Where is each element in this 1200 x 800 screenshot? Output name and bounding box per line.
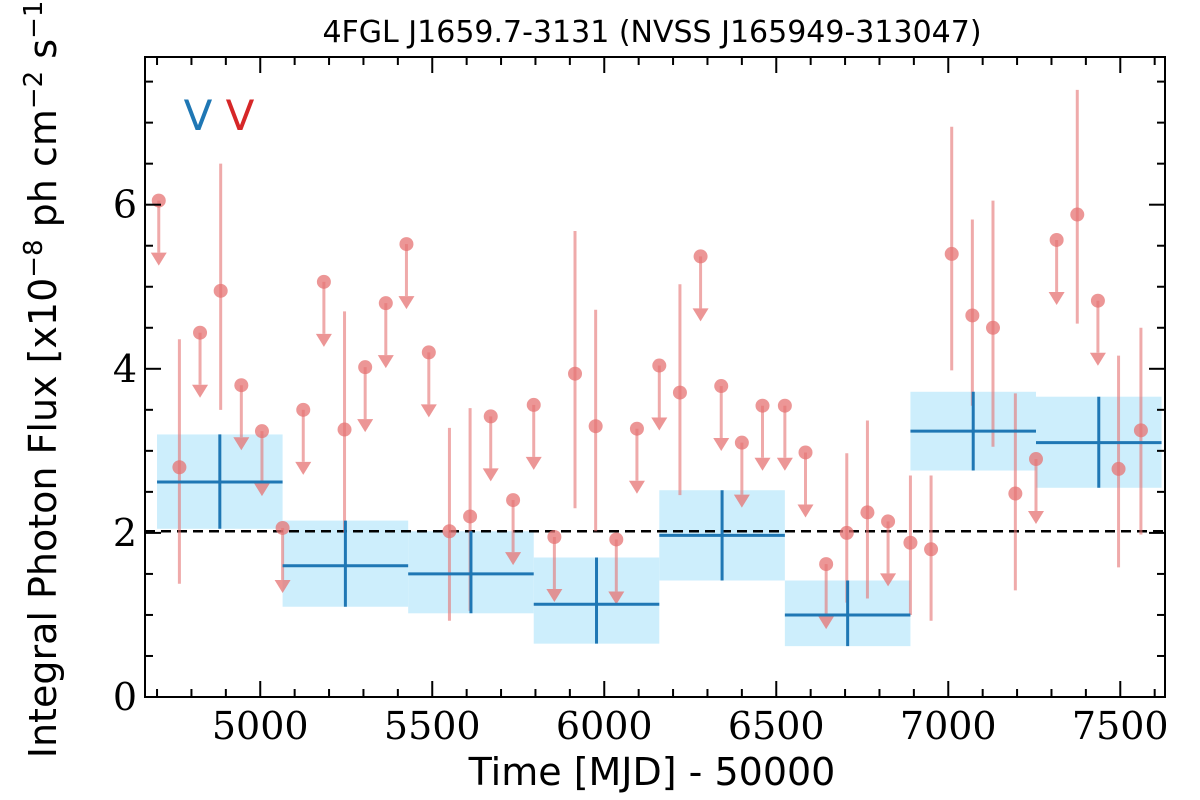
x-tick-label-2: 6000	[556, 704, 653, 748]
y-axis-label: Integral Photon Flux [x10−8 ph cm−2 s−1]	[19, 0, 65, 758]
detection-point-8	[839, 525, 854, 540]
x-tick-label-3: 6500	[728, 704, 825, 748]
upper-limit-head-18	[692, 308, 709, 322]
detection-point-5	[568, 366, 583, 381]
upper-limit-head-4	[274, 579, 291, 593]
upper-limit-head-24	[818, 616, 835, 630]
upper-limit-head-19	[713, 438, 730, 452]
x-tick-label-4: 7000	[900, 704, 997, 748]
detection-point-10	[903, 535, 918, 550]
upper-limit-point-5	[296, 402, 311, 417]
detection-point-7	[672, 385, 687, 400]
upper-limit-head-26	[1027, 511, 1044, 525]
detection-point-17	[1111, 461, 1126, 476]
upper-limit-point-24	[819, 557, 834, 572]
detection-point-16	[1070, 207, 1085, 222]
upper-limit-point-7	[358, 360, 373, 375]
upper-limit-point-12	[506, 493, 521, 508]
upper-limit-head-13	[525, 456, 542, 470]
upper-limit-head-14	[546, 589, 563, 602]
upper-limit-head-27	[1048, 291, 1065, 305]
detection-point-15	[1008, 486, 1023, 501]
upper-limit-point-18	[693, 249, 708, 264]
upper-limit-point-21	[755, 398, 770, 413]
upper-limit-head-7	[357, 419, 374, 433]
detection-point-1	[213, 283, 228, 298]
upper-limit-head-21	[754, 457, 771, 471]
upper-limit-point-27	[1049, 232, 1064, 247]
upper-limit-head-10	[420, 404, 437, 418]
y-tick-label-3: 6	[113, 183, 137, 227]
upper-limit-head-16	[628, 480, 645, 494]
x-tick-label-5: 7500	[1072, 704, 1169, 748]
upper-limit-point-19	[714, 379, 729, 394]
x-axis-label: Time [MJD] - 50000	[468, 750, 836, 794]
upper-limit-point-3	[254, 424, 269, 439]
upper-limit-point-1	[193, 325, 208, 340]
upper-limit-point-26	[1028, 452, 1043, 467]
upper-limit-point-4	[275, 520, 290, 535]
upper-limit-point-6	[316, 274, 331, 289]
plot-area: 5000 5500 6000 6500 7000 7500 0 2 4 6	[113, 56, 1169, 748]
chart-title: 4FGL J1659.7-3131 (NVSS J165949-313047)	[322, 15, 981, 50]
upper-limit-point-25	[881, 514, 896, 529]
detection-point-3	[442, 524, 457, 539]
plot-frame	[144, 56, 1166, 698]
detection-point-18	[1133, 423, 1148, 438]
upper-limit-point-17	[652, 358, 667, 373]
upper-limit-point-23	[798, 445, 813, 460]
x-tick-label-1: 5500	[384, 704, 481, 748]
upper-limit-head-12	[505, 552, 522, 566]
upper-limit-head-11	[482, 468, 499, 482]
detection-point-11	[924, 542, 939, 557]
y-tick-label-2: 4	[113, 347, 137, 391]
upper-limit-point-22	[777, 398, 792, 413]
upper-limit-point-28	[1090, 293, 1105, 308]
upper-limit-point-10	[421, 345, 436, 360]
upper-limit-head-1	[192, 384, 209, 398]
x-tick-label-0: 5000	[212, 704, 309, 748]
upper-limit-head-17	[651, 417, 668, 431]
detection-point-0	[172, 460, 187, 475]
upper-limit-point-9	[399, 237, 414, 252]
legend-marker-1: V	[226, 91, 255, 140]
detection-point-9	[860, 505, 875, 520]
upper-limit-head-0	[150, 252, 167, 266]
upper-limit-head-15	[608, 591, 625, 605]
y-tick-label-0: 0	[113, 675, 137, 719]
legend-marker-0: V	[184, 91, 213, 140]
y-tick-label-1: 2	[113, 511, 137, 555]
upper-limit-head-2	[233, 437, 250, 451]
upper-limit-point-8	[378, 296, 393, 311]
upper-limit-point-16	[629, 421, 644, 436]
upper-limit-head-5	[295, 461, 312, 475]
upper-limit-head-6	[315, 333, 332, 347]
detection-point-6	[588, 419, 603, 434]
detection-point-2	[337, 422, 352, 437]
upper-limit-point-11	[483, 409, 498, 424]
detection-point-14	[985, 320, 1000, 335]
upper-limit-head-25	[880, 573, 897, 587]
upper-limit-point-2	[234, 378, 249, 393]
upper-limit-head-22	[776, 457, 793, 471]
upper-limit-head-20	[733, 494, 750, 508]
detection-point-12	[944, 246, 959, 261]
upper-limit-head-9	[398, 296, 415, 310]
detection-point-4	[463, 509, 478, 524]
upper-limit-point-20	[734, 435, 749, 450]
upper-limit-point-13	[526, 397, 541, 412]
upper-limit-head-8	[377, 355, 394, 369]
upper-limit-head-23	[797, 504, 814, 518]
upper-limit-head-28	[1089, 352, 1106, 366]
upper-limit-point-15	[609, 532, 624, 547]
upper-limit-head-3	[253, 483, 270, 497]
detection-point-13	[965, 308, 980, 323]
upper-limit-point-14	[547, 530, 562, 544]
